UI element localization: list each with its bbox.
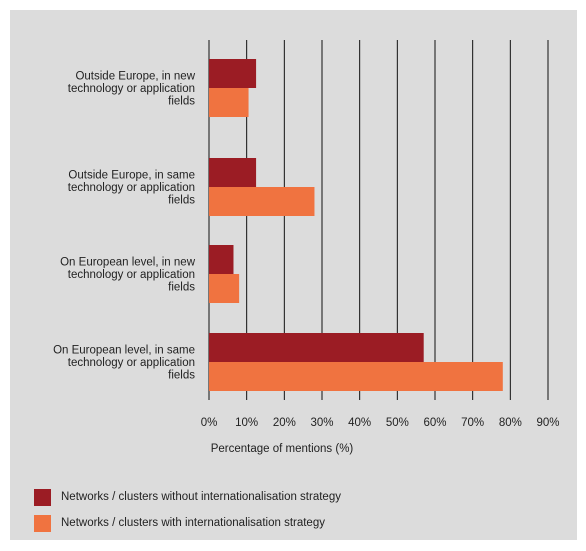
x-tick-label: 0% xyxy=(201,417,218,429)
category-label-line: Outside Europe, in new xyxy=(75,71,195,83)
category-label-line: fields xyxy=(168,96,195,108)
category-label-line: technology or application xyxy=(68,357,195,369)
bars xyxy=(209,59,503,391)
x-axis-title: Percentage of mentions (%) xyxy=(211,443,354,455)
bar-series-0-cat-0 xyxy=(209,59,257,88)
category-label-line: technology or application xyxy=(68,83,195,95)
x-tick-label: 10% xyxy=(235,417,258,429)
chart-panel xyxy=(10,10,577,540)
category-labels: Outside Europe, in new technology or appl… xyxy=(53,71,196,382)
legend-swatch-with-strategy xyxy=(34,514,51,532)
x-tick-label: 40% xyxy=(348,417,371,429)
legend-item-without-strategy: Networks / clusters without internationa… xyxy=(34,488,341,506)
category-label-line: Outside Europe, in same xyxy=(68,170,195,182)
bar-series-0-cat-3 xyxy=(209,333,424,362)
category-label-line: On European level, in new xyxy=(60,257,196,269)
x-tick-label: 50% xyxy=(386,417,409,429)
legend-item-with-strategy: Networks / clusters with internationalis… xyxy=(34,514,341,532)
gridlines xyxy=(208,40,549,400)
bar-series-1-cat-3 xyxy=(209,362,503,391)
bar-series-1-cat-2 xyxy=(209,274,240,303)
category-label-line: fields xyxy=(168,195,195,207)
x-tick-label: 20% xyxy=(273,417,296,429)
category-label-line: technology or application xyxy=(68,182,195,194)
category-label-line: On European level, in same xyxy=(53,345,195,357)
legend-label-with-strategy: Networks / clusters with internationalis… xyxy=(61,517,325,529)
category-label-line: fields xyxy=(168,282,195,294)
legend: Networks / clusters without internationa… xyxy=(34,488,341,540)
bar-series-1-cat-0 xyxy=(209,88,249,117)
x-tick-label: 80% xyxy=(499,417,522,429)
bar-series-0-cat-1 xyxy=(209,158,257,187)
x-tick-label: 60% xyxy=(423,417,446,429)
x-tick-label: 70% xyxy=(461,417,484,429)
category-label-line: technology or application xyxy=(68,269,195,281)
x-tick-label: 30% xyxy=(310,417,333,429)
category-label-2: On European level, in new technology or a… xyxy=(60,257,196,294)
bar-series-1-cat-1 xyxy=(209,187,315,216)
bar-series-0-cat-2 xyxy=(209,245,234,274)
category-label-line: fields xyxy=(168,370,195,382)
category-label-1: Outside Europe, in same technology or app… xyxy=(68,170,195,207)
category-label-0: Outside Europe, in new technology or appl… xyxy=(68,71,196,108)
x-tick-labels: 0% 10% 20% 30% 40% 50% 60% 70% 80% 90% xyxy=(201,417,560,429)
legend-swatch-without-strategy xyxy=(34,488,51,506)
legend-label-without-strategy: Networks / clusters without internationa… xyxy=(61,491,341,503)
x-tick-label: 90% xyxy=(536,417,559,429)
category-label-3: On European level, in same technology or … xyxy=(53,345,195,382)
